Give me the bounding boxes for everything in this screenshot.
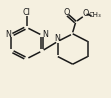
Text: N: N <box>54 34 60 43</box>
Text: N: N <box>5 30 11 39</box>
Text: N: N <box>42 30 48 39</box>
Text: Cl: Cl <box>23 8 31 17</box>
Text: O: O <box>64 8 70 17</box>
Text: CH₃: CH₃ <box>89 12 102 18</box>
Text: O: O <box>82 9 89 18</box>
